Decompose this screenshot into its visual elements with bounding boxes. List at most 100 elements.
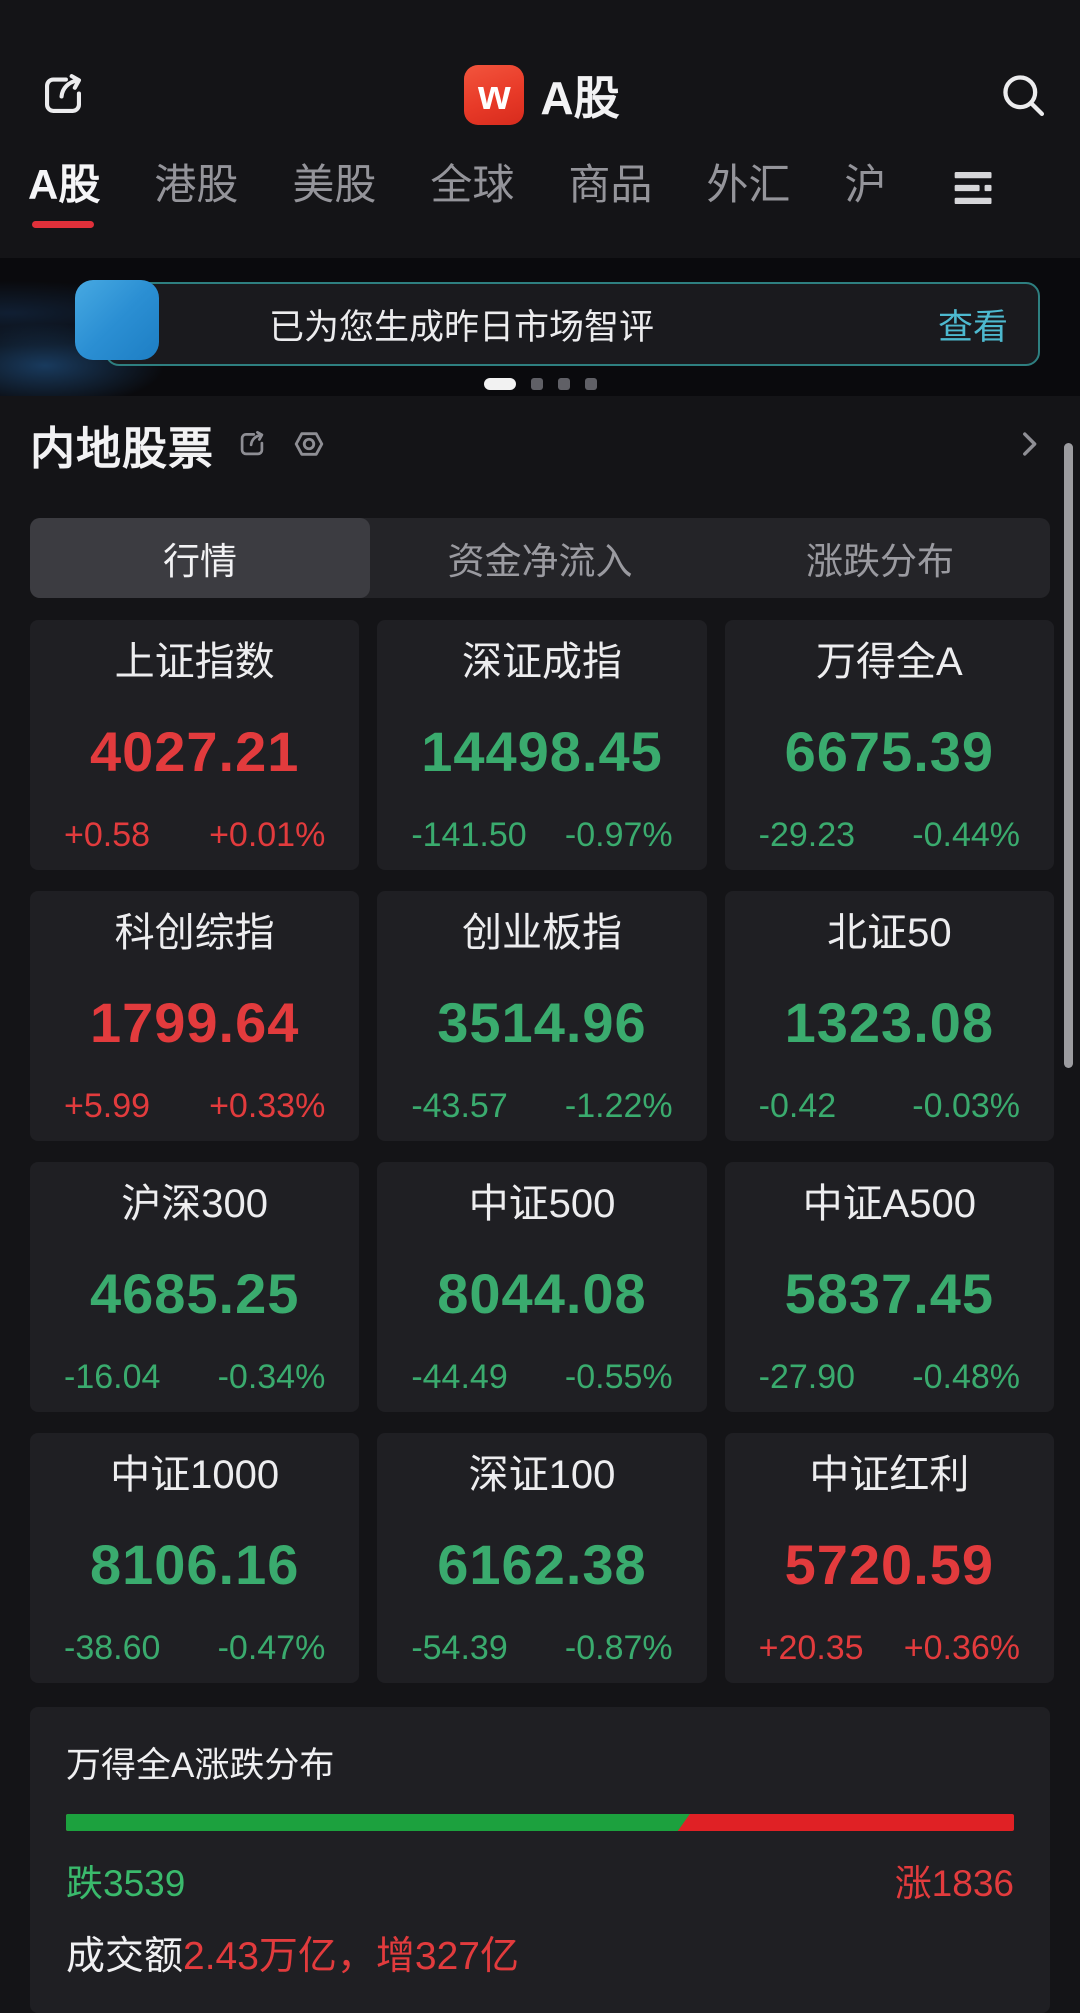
section-share-button[interactable] bbox=[234, 426, 270, 462]
index-value: 6675.39 bbox=[784, 720, 995, 783]
index-value: 5720.59 bbox=[784, 1533, 995, 1596]
index-change-pct: -0.87% bbox=[564, 1629, 673, 1667]
wind-logo: w bbox=[464, 65, 525, 125]
index-change: -27.90 bbox=[758, 1358, 856, 1396]
carousel-dots bbox=[0, 378, 1080, 390]
search-button[interactable] bbox=[996, 68, 1050, 122]
section-more-button[interactable] bbox=[1012, 427, 1046, 461]
index-card[interactable]: 万得全A 6675.39 -29.23 -0.44% bbox=[724, 620, 1054, 870]
carousel-dot[interactable] bbox=[557, 378, 570, 390]
index-change: +20.35 bbox=[758, 1629, 864, 1667]
index-name: 深证成指 bbox=[461, 640, 622, 684]
index-name: 中证红利 bbox=[809, 1453, 970, 1497]
index-name: 中证500 bbox=[468, 1182, 616, 1226]
index-value: 8044.08 bbox=[437, 1262, 647, 1325]
section-header: 内地股票 bbox=[30, 416, 1046, 474]
banner-message: 已为您生成昨日市场智评 bbox=[269, 307, 655, 347]
distribution-bar bbox=[66, 1814, 1014, 1831]
tab-global[interactable]: 全球 bbox=[430, 160, 515, 208]
carousel-dot[interactable] bbox=[530, 378, 543, 390]
distribution-bar-down bbox=[66, 1814, 690, 1831]
section-title: 内地股票 bbox=[30, 422, 215, 474]
header-title-group: w A股 bbox=[464, 62, 620, 128]
chevron-right-icon bbox=[1012, 427, 1046, 461]
section-settings-button[interactable] bbox=[290, 425, 328, 463]
scrollbar[interactable] bbox=[1064, 443, 1073, 1068]
decliners-count: 跌3539 bbox=[66, 1863, 186, 1904]
index-card[interactable]: 科创综指 1799.64 +5.99 +0.33% bbox=[30, 891, 360, 1141]
index-change: -29.23 bbox=[758, 816, 856, 854]
index-value: 5837.45 bbox=[784, 1262, 995, 1325]
tab-a-shares[interactable]: A股 bbox=[28, 161, 100, 229]
turnover-label: 成交额 bbox=[66, 1935, 184, 1978]
index-name: 深证100 bbox=[468, 1453, 616, 1497]
index-change: +5.99 bbox=[64, 1087, 151, 1125]
market-tab-bar: A股 港股 美股 全球 商品 外汇 沪 bbox=[0, 156, 1080, 229]
view-segmented-control: 行情 资金净流入 涨跌分布 bbox=[30, 518, 1050, 598]
distribution-title: 万得全A涨跌分布 bbox=[66, 1746, 335, 1785]
index-change-pct: -1.22% bbox=[564, 1087, 673, 1125]
index-card[interactable]: 深证成指 14498.45 -141.50 -0.97% bbox=[377, 620, 707, 870]
index-value: 14498.45 bbox=[421, 720, 663, 783]
index-change: -141.50 bbox=[411, 816, 527, 854]
index-name: 中证1000 bbox=[110, 1453, 280, 1497]
index-change-pct: +0.36% bbox=[903, 1629, 1020, 1667]
index-name: 万得全A bbox=[815, 640, 963, 684]
tab-forex[interactable]: 外汇 bbox=[706, 160, 791, 208]
index-name: 科创综指 bbox=[114, 911, 275, 955]
app-header: w A股 bbox=[0, 0, 1080, 134]
banner-blue-chip bbox=[75, 280, 159, 360]
index-change: -43.57 bbox=[411, 1087, 508, 1125]
index-card[interactable]: 中证500 8044.08 -44.49 -0.55% bbox=[377, 1162, 707, 1412]
banner-view-link[interactable]: 查看 bbox=[937, 307, 1008, 347]
settings-hexagon-icon bbox=[290, 425, 328, 463]
turnover-line: 成交额2.43万亿，增327亿 bbox=[66, 1925, 1014, 1981]
tab-commodities[interactable]: 商品 bbox=[568, 160, 653, 208]
index-value: 3514.96 bbox=[437, 991, 647, 1054]
carousel-dot-active[interactable] bbox=[483, 378, 516, 390]
index-card[interactable]: 中证A500 5837.45 -27.90 -0.48% bbox=[724, 1162, 1054, 1412]
index-change-pct: -0.44% bbox=[912, 816, 1020, 854]
index-change-pct: +0.01% bbox=[209, 816, 326, 854]
segment-updown-distribution[interactable]: 涨跌分布 bbox=[806, 541, 954, 582]
segment-quotes[interactable]: 行情 bbox=[30, 518, 370, 598]
search-icon bbox=[996, 68, 1050, 122]
index-name: 创业板指 bbox=[461, 911, 622, 955]
index-change-pct: -0.34% bbox=[217, 1358, 326, 1396]
ai-review-banner[interactable]: 已为您生成昨日市场智评 查看 bbox=[105, 282, 1040, 366]
share-icon bbox=[234, 426, 270, 462]
index-change: +0.58 bbox=[64, 816, 151, 854]
index-value: 4685.25 bbox=[89, 1262, 300, 1325]
tab-hk-stocks[interactable]: 港股 bbox=[154, 160, 239, 208]
index-value: 1799.64 bbox=[89, 991, 300, 1054]
index-change: -44.49 bbox=[411, 1358, 508, 1396]
index-card[interactable]: 中证红利 5720.59 +20.35 +0.36% bbox=[724, 1433, 1054, 1683]
carousel-dot[interactable] bbox=[584, 378, 597, 390]
index-card-grid: 上证指数 4027.21 +0.58 +0.01% 深证成指 14498.45 … bbox=[30, 620, 1054, 1683]
index-change-pct: +0.33% bbox=[209, 1087, 326, 1125]
segment-net-inflow[interactable]: 资金净流入 bbox=[447, 541, 633, 582]
index-name: 沪深300 bbox=[121, 1182, 269, 1226]
index-name: 上证指数 bbox=[114, 640, 275, 684]
share-button[interactable] bbox=[34, 66, 92, 124]
share-icon bbox=[34, 66, 92, 124]
index-change: -38.60 bbox=[64, 1629, 161, 1667]
updown-distribution-panel[interactable]: 万得全A涨跌分布 跌3539 涨1836 成交额2.43万亿，增327亿 bbox=[30, 1707, 1050, 2013]
index-change-pct: -0.97% bbox=[564, 816, 673, 854]
index-card[interactable]: 创业板指 3514.96 -43.57 -1.22% bbox=[377, 891, 707, 1141]
index-card[interactable]: 中证1000 8106.16 -38.60 -0.47% bbox=[30, 1433, 360, 1683]
index-change-pct: -0.55% bbox=[564, 1358, 673, 1396]
tab-us-stocks[interactable]: 美股 bbox=[292, 160, 377, 208]
tab-partial[interactable]: 沪 bbox=[844, 161, 887, 208]
index-card[interactable]: 北证50 1323.08 -0.42 -0.03% bbox=[724, 891, 1054, 1141]
more-tabs-button[interactable] bbox=[946, 162, 998, 228]
turnover-value: 2.43万亿，增327亿 bbox=[183, 1935, 519, 1978]
index-name: 北证50 bbox=[827, 911, 952, 955]
advancers-count: 涨1836 bbox=[894, 1863, 1014, 1904]
index-card[interactable]: 沪深300 4685.25 -16.04 -0.34% bbox=[30, 1162, 360, 1412]
index-name: 中证A500 bbox=[802, 1182, 977, 1226]
index-card[interactable]: 深证100 6162.38 -54.39 -0.87% bbox=[377, 1433, 707, 1683]
index-change-pct: -0.48% bbox=[912, 1358, 1020, 1396]
index-card[interactable]: 上证指数 4027.21 +0.58 +0.01% bbox=[30, 620, 360, 870]
index-value: 4027.21 bbox=[89, 720, 300, 783]
